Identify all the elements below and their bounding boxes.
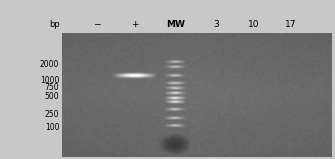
Text: 750: 750 <box>45 83 59 93</box>
Text: 17: 17 <box>285 20 297 29</box>
Text: 500: 500 <box>45 92 59 101</box>
Text: MW: MW <box>166 20 185 29</box>
Text: bp: bp <box>50 20 60 29</box>
Text: +: + <box>131 20 139 29</box>
Text: −: − <box>93 20 101 29</box>
Text: 10: 10 <box>248 20 259 29</box>
Text: 2000: 2000 <box>40 60 59 69</box>
Text: 250: 250 <box>45 110 59 118</box>
Text: 1000: 1000 <box>40 76 59 85</box>
Text: 3: 3 <box>213 20 218 29</box>
Text: 100: 100 <box>45 123 59 132</box>
